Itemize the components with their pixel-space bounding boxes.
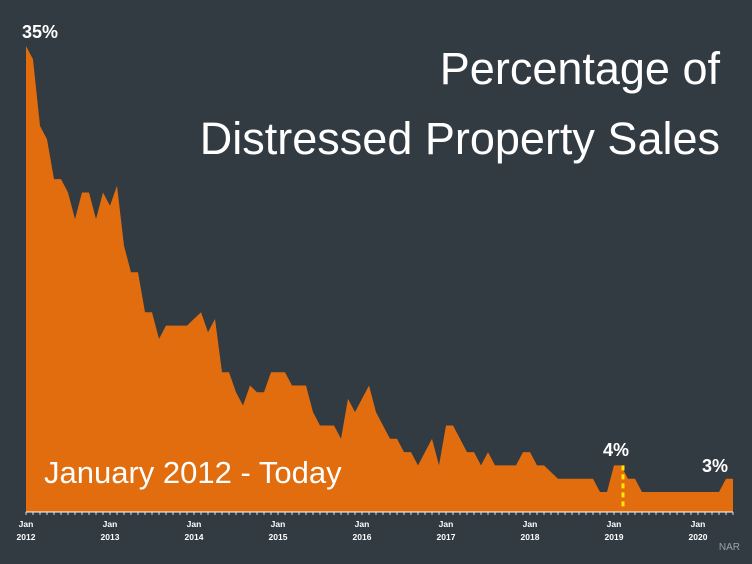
callout-start-value: 35%	[22, 22, 59, 42]
x-tick-label: 2020	[689, 532, 708, 542]
x-tick-label: 2016	[353, 532, 372, 542]
x-tick-label: 2019	[605, 532, 624, 542]
x-tick-label: Jan	[271, 519, 286, 529]
source-label: NAR	[718, 542, 740, 553]
chart-title-line-1: Percentage of	[439, 43, 720, 94]
x-tick-label: Jan	[439, 519, 454, 529]
x-axis: Jan 2012 Jan 2013 Jan 2014 Jan 2015 Jan 2016 Jan 20…	[17, 465, 734, 542]
x-tick-label: Jan	[355, 519, 370, 529]
x-tick-label: 2013	[101, 532, 120, 542]
callout-2019-value: 4%	[603, 440, 630, 460]
chart-title-line-2: Distressed Property Sales	[199, 113, 720, 164]
x-tick-label: 2015	[269, 532, 288, 542]
chart-subtitle: January 2012 - Today	[44, 455, 342, 490]
x-tick-label: Jan	[103, 519, 118, 529]
distressed-sales-area	[26, 46, 733, 512]
x-tick-label: 2017	[437, 532, 456, 542]
x-tick-label: Jan	[187, 519, 202, 529]
x-tick-label: 2012	[17, 532, 36, 542]
x-tick-label: Jan	[523, 519, 538, 529]
x-tick-label: Jan	[19, 519, 34, 529]
x-tick-label: 2014	[185, 532, 204, 542]
x-tick-label: 2018	[521, 532, 540, 542]
x-tick-label: Jan	[691, 519, 706, 529]
x-tick-label: Jan	[607, 519, 622, 529]
callout-end-value: 3%	[702, 456, 729, 476]
